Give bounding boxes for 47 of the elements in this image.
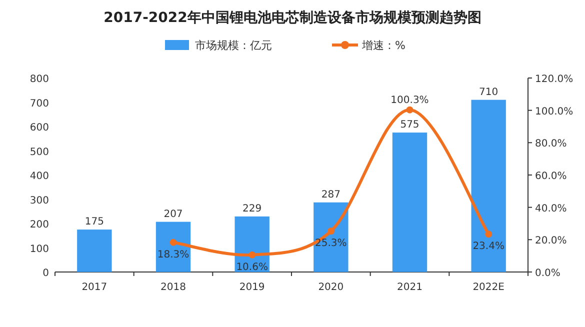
y2-tick-label: 40.0% bbox=[535, 203, 567, 214]
y-tick-label: 500 bbox=[30, 146, 49, 158]
y2-tick-label: 20.0% bbox=[535, 236, 567, 247]
y-tick-label: 0 bbox=[42, 268, 49, 279]
data-label: 287 bbox=[321, 189, 340, 200]
data-label: 710 bbox=[479, 86, 498, 98]
y-tick-label: 600 bbox=[30, 122, 49, 134]
data-label: 575 bbox=[400, 120, 420, 131]
x-tick-label: 2019 bbox=[239, 282, 265, 293]
x-tick-label: 2021 bbox=[397, 282, 422, 293]
y-tick-label: 300 bbox=[30, 195, 49, 206]
bar bbox=[392, 132, 428, 272]
data-label: 100.3% bbox=[390, 94, 429, 106]
y2-tick-label: 80.0% bbox=[535, 138, 567, 150]
y2-tick-label: 120.0% bbox=[535, 74, 574, 85]
point bbox=[327, 228, 334, 235]
y-tick-label: 800 bbox=[30, 74, 49, 85]
y-tick-label: 400 bbox=[30, 171, 49, 182]
data-label: 23.4% bbox=[472, 241, 504, 252]
point bbox=[248, 251, 256, 258]
x-tick-label: 2022E bbox=[472, 282, 504, 293]
data-label: 25.3% bbox=[315, 238, 347, 250]
x-tick-label: 2020 bbox=[318, 282, 344, 293]
point bbox=[406, 106, 414, 114]
data-label: 207 bbox=[164, 208, 183, 220]
bar bbox=[156, 222, 191, 272]
data-label: 175 bbox=[84, 216, 104, 228]
y-tick-label: 200 bbox=[30, 220, 49, 230]
y2-tick-label: 60.0% bbox=[535, 171, 567, 182]
data-label: 18.3% bbox=[157, 249, 190, 260]
chart-title: 2017-2022年中国锂电池电芯制造设备市场规模预测趋势图 bbox=[104, 9, 482, 26]
x-tick-label: 2018 bbox=[160, 282, 186, 293]
y-tick-label: 100 bbox=[30, 244, 49, 255]
bar bbox=[471, 100, 506, 272]
y2-tick-label: 0.0% bbox=[535, 268, 560, 279]
legend-label: 市场规模：亿元 bbox=[195, 39, 272, 52]
bar bbox=[314, 202, 348, 272]
data-label: 10.6% bbox=[236, 262, 268, 273]
x-tick-label: 2017 bbox=[82, 282, 108, 293]
bar bbox=[77, 230, 112, 272]
y2-tick-label: 100.0% bbox=[535, 106, 574, 118]
bar bbox=[234, 216, 270, 272]
legend-label: 增速：% bbox=[361, 39, 406, 52]
point bbox=[485, 230, 492, 238]
data-label: 229 bbox=[242, 203, 262, 214]
point bbox=[170, 238, 177, 246]
y-tick-label: 700 bbox=[30, 98, 49, 110]
